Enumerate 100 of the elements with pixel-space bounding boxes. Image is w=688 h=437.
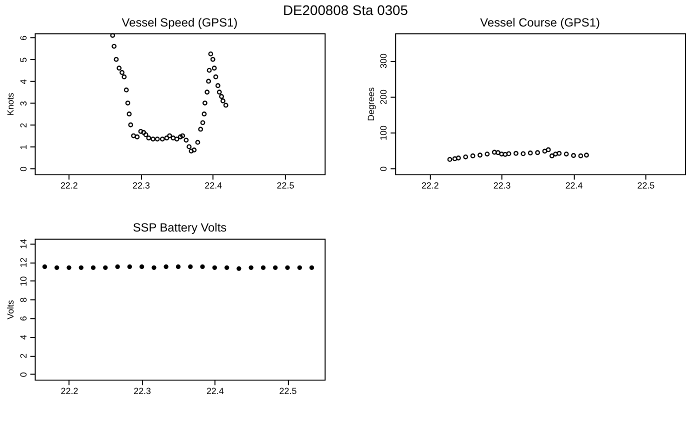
point [213,74,218,80]
point [116,66,122,71]
chart-title: Vessel Speed (GPS1) [122,15,238,30]
point [202,112,207,116]
point [188,148,194,154]
point [215,83,220,88]
point [535,150,540,156]
point [210,56,216,62]
x-tick-label: 22.5 [637,180,655,191]
point [202,100,208,106]
point [528,150,533,156]
y-tick-label: 1 [18,144,28,150]
point [174,136,180,142]
point [206,68,212,73]
y-tick-label: 3 [18,101,28,106]
point [134,134,140,140]
x-tick-label: 22.4 [206,386,224,396]
y-axis-title: Volts [5,299,16,320]
point [125,100,130,106]
y-tick-label: 0 [18,166,28,172]
y-tick-label: 12 [18,258,28,268]
y-tick-label: 2 [18,353,28,358]
x-tick-label: 22.2 [60,180,78,191]
y-tick-label: 200 [378,90,389,104]
point [499,152,504,156]
point [542,148,548,154]
point [584,152,589,158]
point [578,153,584,158]
point [212,66,217,71]
y-axis-title: Knots [5,92,16,116]
point [167,133,172,138]
y-tick-label: 6 [18,36,28,41]
point [112,44,117,49]
y-tick-label: 6 [18,316,28,322]
point [204,90,210,95]
point [478,152,482,158]
point [154,136,160,142]
point [160,136,165,142]
point [556,150,562,156]
point [496,150,500,156]
point [220,98,226,104]
point [200,120,206,126]
point [120,70,124,75]
point [216,90,222,95]
point [571,153,576,158]
point [146,136,152,140]
point [180,133,186,138]
x-tick-label: 22.3 [493,180,511,191]
point [447,156,452,162]
point [128,122,134,128]
y-tick-label: 10 [18,276,28,286]
point [564,152,569,156]
point [219,94,224,99]
point [198,126,204,132]
point [470,153,476,158]
point [553,152,558,156]
point [192,148,197,152]
point [223,102,228,108]
x-tick-label: 22.3 [132,180,150,191]
x-tick-label: 22.3 [134,386,152,396]
chart-title: SSP Battery Volts [132,220,227,234]
point [452,156,458,162]
point [484,152,490,156]
point [150,136,156,142]
point [506,151,512,156]
x-tick-label: 22.4 [204,180,222,191]
x-tick-label: 22.2 [421,180,439,191]
y-tick-label: 0 [378,166,389,172]
point [186,144,192,150]
point [520,151,526,156]
y-tick-label: 0 [18,372,28,378]
x-tick-label: 22.5 [276,180,294,191]
y-tick-label: 8 [18,297,28,302]
y-tick-label: 4 [18,334,28,340]
x-tick-label: 22.5 [279,386,297,396]
point [110,33,116,38]
point [463,154,468,160]
y-tick-label: 300 [378,54,389,68]
y-tick-label: 5 [18,57,28,62]
text: DE200808 Sta 0305 [282,2,408,18]
y-axis-title: Degrees [366,86,376,122]
point [208,51,214,56]
y-tick-label: 4 [18,79,28,84]
point [114,56,119,62]
y-tick-label: 2 [18,122,28,128]
point [514,150,518,156]
point [549,153,554,158]
point [502,152,508,157]
point [456,156,461,160]
point [184,138,189,143]
point [141,130,146,135]
point [122,74,127,80]
point [195,140,200,145]
point [131,133,136,138]
point [126,112,132,116]
point [492,150,497,155]
point [164,136,170,140]
point [546,147,551,152]
chart-title: Vessel Course (GPS1) [480,15,600,30]
point [124,88,129,92]
